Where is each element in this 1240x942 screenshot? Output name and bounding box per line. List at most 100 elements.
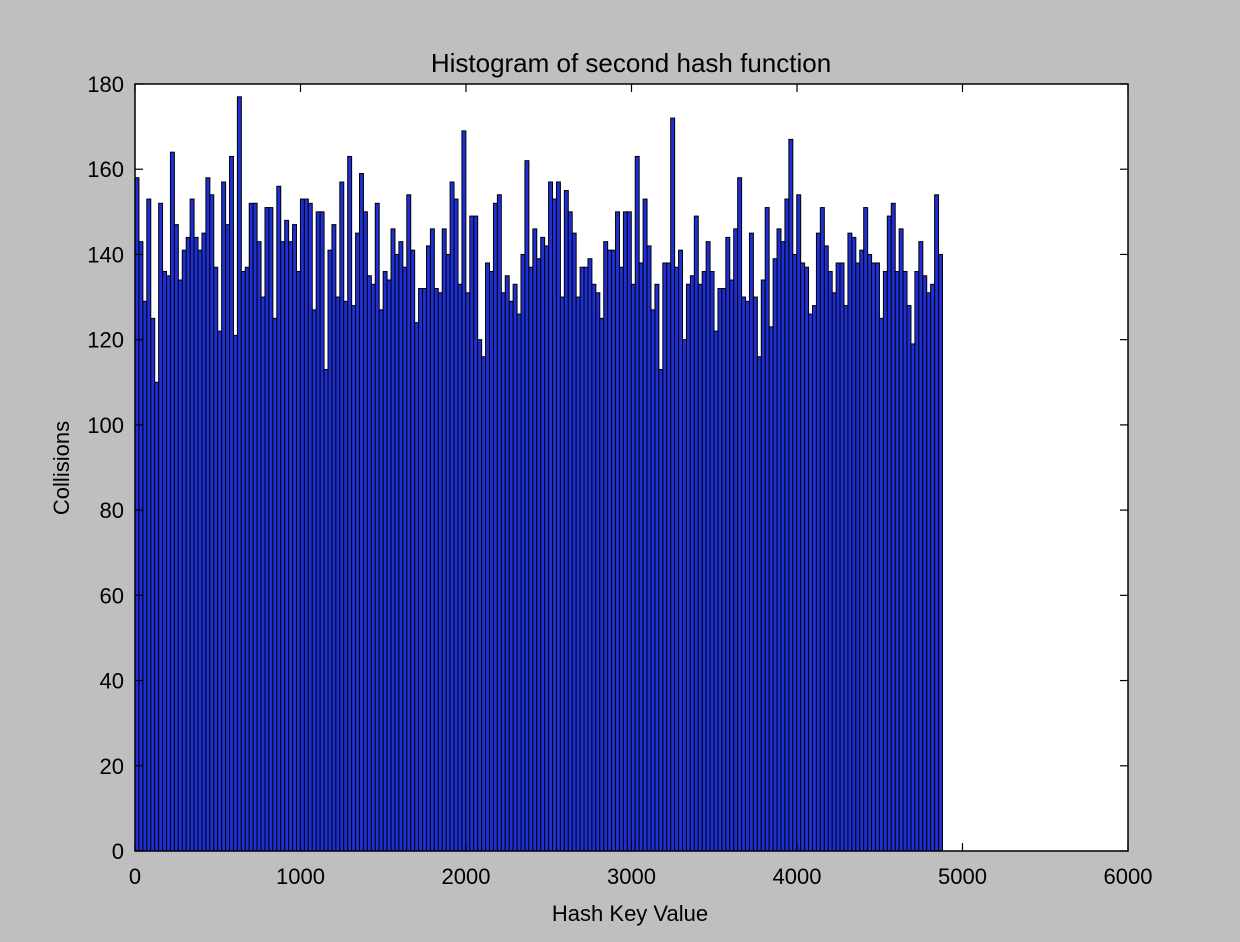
histogram-bar	[792, 253, 798, 852]
histogram-bar	[890, 202, 896, 852]
histogram-bar	[166, 275, 171, 852]
histogram-bar	[162, 270, 168, 852]
histogram-bar	[225, 224, 231, 852]
histogram-bar	[603, 241, 609, 852]
x-tick-label: 3000	[607, 864, 656, 889]
histogram-bar	[611, 249, 617, 852]
histogram-bar	[756, 356, 762, 852]
histogram-bar	[638, 262, 644, 852]
histogram-bar	[745, 300, 750, 852]
histogram-bar	[764, 207, 770, 852]
histogram-bar	[780, 241, 786, 852]
histogram-bar	[504, 275, 510, 852]
histogram-bar	[508, 300, 514, 852]
histogram-bar	[776, 228, 782, 852]
histogram-bar	[232, 334, 238, 852]
histogram-bar	[555, 181, 561, 852]
histogram-bar	[181, 249, 187, 852]
histogram-bar	[717, 288, 723, 852]
histogram-bar	[256, 241, 262, 852]
histogram-bar	[607, 249, 613, 852]
histogram-bar	[457, 283, 463, 852]
histogram-bar	[528, 266, 534, 852]
histogram-bar	[725, 236, 731, 852]
histogram-bar	[536, 258, 542, 852]
histogram-bar	[760, 279, 766, 852]
histogram-bar	[855, 262, 861, 852]
histogram-bar	[934, 194, 940, 852]
histogram-bar	[622, 211, 628, 852]
histogram-bar	[217, 330, 223, 852]
histogram-bar	[918, 241, 924, 852]
histogram-bar	[485, 262, 490, 852]
histogram-bar	[189, 198, 195, 852]
histogram-bar	[343, 300, 349, 852]
histogram-bar	[315, 211, 321, 852]
histogram-bar	[768, 326, 774, 852]
histogram-bar	[524, 160, 530, 852]
histogram-bar	[630, 283, 636, 852]
y-tick-label: 40	[100, 669, 124, 694]
histogram-bar	[382, 270, 388, 852]
histogram-bar	[811, 305, 817, 852]
histogram-bar	[185, 236, 191, 852]
histogram-bar	[394, 253, 400, 852]
histogram-bar	[823, 245, 829, 852]
histogram-bar	[615, 211, 620, 852]
x-tick-label: 5000	[938, 864, 987, 889]
histogram-bar	[804, 266, 810, 852]
histogram-bar	[670, 117, 676, 852]
histogram-bar	[481, 356, 487, 852]
histogram-bar	[323, 368, 329, 852]
histogram-bar	[882, 270, 888, 852]
histogram-bar	[827, 270, 833, 852]
histogram-bar	[898, 228, 904, 852]
histogram-bar	[359, 172, 364, 852]
histogram-bar	[875, 262, 880, 852]
histogram-bar	[906, 305, 912, 852]
histogram-bar	[292, 224, 297, 852]
histogram-bar	[378, 309, 384, 852]
histogram-bar	[737, 177, 743, 852]
histogram-bar	[370, 283, 376, 852]
histogram-bar	[587, 258, 593, 852]
histogram-bar	[512, 283, 518, 852]
histogram-bar	[808, 313, 813, 852]
histogram-bar	[276, 185, 282, 852]
histogram-bar	[138, 241, 144, 852]
histogram-bar	[205, 177, 211, 852]
histogram-bar	[839, 262, 845, 852]
histogram-bar	[922, 275, 928, 852]
histogram-bar	[449, 181, 455, 852]
histogram-bar	[618, 266, 624, 852]
histogram-bar	[835, 262, 841, 852]
histogram-bar	[425, 245, 431, 852]
y-tick-label: 80	[100, 498, 124, 523]
histogram-bar	[591, 283, 597, 852]
histogram-bar	[871, 262, 877, 852]
histogram-bar	[567, 211, 573, 852]
histogram-bar	[819, 207, 825, 852]
histogram-bar	[851, 236, 857, 852]
histogram-bar	[650, 309, 656, 852]
histogram-bar	[800, 262, 806, 852]
histogram-bar	[374, 202, 380, 852]
histogram-bar	[500, 292, 506, 852]
histogram-bar	[662, 262, 668, 852]
y-tick-label: 100	[87, 413, 124, 438]
histogram-bar	[815, 232, 821, 852]
histogram-bar	[390, 228, 396, 852]
histogram-bar	[859, 249, 865, 852]
histogram-bar	[402, 266, 408, 852]
histogram-bar	[347, 155, 353, 852]
histogram-bar	[579, 266, 585, 852]
histogram-bar	[229, 155, 234, 852]
histogram-bar	[938, 253, 943, 852]
histogram-bar	[867, 253, 873, 852]
histogram-bar	[520, 253, 526, 852]
histogram-bar	[445, 253, 451, 852]
histogram-bar	[583, 266, 589, 852]
histogram-bar	[847, 232, 853, 852]
histogram-bar	[697, 283, 703, 852]
